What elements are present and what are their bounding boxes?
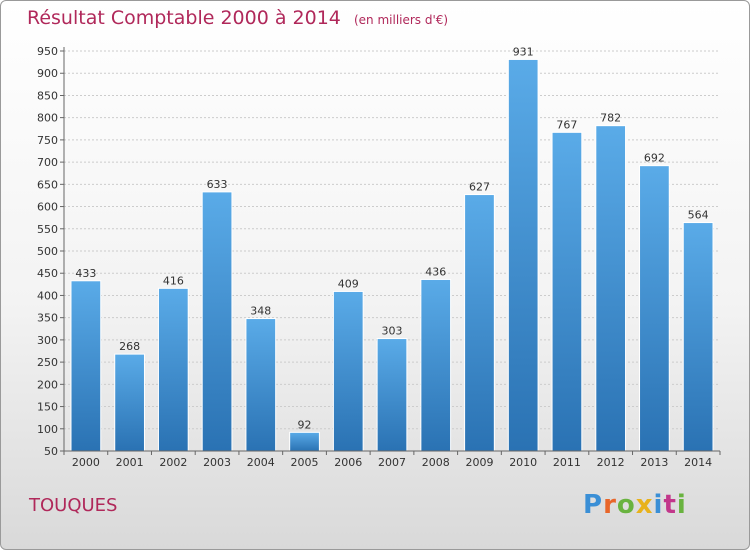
x-tick-label: 2002 (159, 456, 187, 469)
x-tick-label: 2003 (203, 456, 231, 469)
commune-name: TOUQUES (29, 495, 118, 516)
bar-value-label: 268 (119, 340, 140, 353)
y-tick-label: 400 (37, 289, 58, 302)
bar[interactable] (114, 353, 145, 452)
bar[interactable] (332, 290, 364, 452)
bar[interactable] (464, 194, 495, 452)
x-axis: 2000 2001 2002 2003 2004 2005 2006 2007 2008 2009… (63, 450, 721, 469)
x-tick-label: 2007 (378, 456, 406, 469)
x-tick-label: 2001 (116, 456, 144, 469)
logo-letter: o (616, 490, 636, 520)
bar[interactable] (420, 278, 452, 452)
y-tick-label: 250 (37, 356, 58, 369)
title-row: Résultat Comptable 2000 à 2014 (en milli… (27, 7, 448, 29)
x-tick-label: 2005 (291, 456, 319, 469)
x-tick-label: 2014 (684, 456, 712, 469)
bar-value-label: 348 (250, 305, 271, 318)
bar[interactable] (70, 280, 102, 452)
bar[interactable] (551, 131, 583, 452)
y-tick-label: 900 (37, 67, 58, 80)
x-tick-label: 2010 (509, 456, 537, 469)
y-tick-label: 300 (37, 334, 58, 347)
y-tick-label: 150 (37, 401, 58, 414)
logo-letter: x (635, 490, 654, 520)
x-tick-label: 2006 (334, 456, 362, 469)
bar-value-label: 416 (163, 274, 184, 287)
x-tick-label: 2000 (72, 456, 100, 469)
proxiti-logo[interactable]: Proxiti (583, 490, 687, 520)
bars (70, 58, 714, 452)
bar-value-label: 633 (207, 178, 228, 191)
bar[interactable] (682, 222, 714, 452)
y-tick-label: 950 (37, 45, 58, 58)
bar[interactable] (507, 58, 539, 452)
bar-value-label: 436 (425, 265, 446, 278)
bar-value-label: 782 (600, 112, 621, 125)
x-tick-label: 2009 (465, 456, 493, 469)
y-tick-label: 50 (44, 445, 58, 458)
logo-letter: r (603, 490, 617, 520)
y-tick-label: 800 (37, 112, 58, 125)
x-tick-label: 2012 (597, 456, 625, 469)
logo-letter: i (653, 490, 664, 520)
y-tick-label: 700 (37, 156, 58, 169)
bar-value-label: 931 (513, 45, 534, 58)
y-tick-label: 550 (37, 223, 58, 236)
bar[interactable] (639, 165, 670, 452)
x-tick-label: 2008 (422, 456, 450, 469)
bar[interactable] (595, 125, 627, 452)
bar-value-label: 409 (338, 277, 359, 290)
y-tick-label: 650 (37, 178, 58, 191)
logo-letter: i (676, 490, 687, 520)
chart-subtitle: (en milliers d'€) (353, 13, 449, 27)
y-tick-label: 100 (37, 423, 58, 436)
value-labels: 433 268 416 633 348 92 409 303 436 627 931 767 782 69… (75, 45, 708, 431)
bar-value-label: 564 (688, 209, 709, 222)
chart-title: Résultat Comptable 2000 à 2014 (27, 7, 341, 29)
y-tick-label: 750 (37, 134, 58, 147)
bar-value-label: 92 (298, 418, 312, 431)
bar[interactable] (289, 431, 320, 452)
bar-value-label: 303 (382, 325, 403, 338)
bar-value-label: 767 (556, 118, 577, 131)
y-axis: 50 100 150 200 250 300 350 400 450 500 550 600 650 70… (37, 45, 65, 458)
bar[interactable] (201, 191, 233, 452)
x-tick-label: 2004 (247, 456, 275, 469)
bar[interactable] (376, 338, 408, 452)
bar-value-label: 627 (469, 181, 490, 194)
bar-value-label: 692 (644, 152, 665, 165)
logo-letter: t (663, 490, 677, 520)
bar[interactable] (245, 318, 277, 452)
y-tick-label: 850 (37, 89, 58, 102)
y-tick-label: 350 (37, 312, 58, 325)
x-tick-label: 2011 (553, 456, 581, 469)
bar[interactable] (157, 287, 189, 452)
y-tick-label: 450 (37, 267, 58, 280)
bar-value-label: 433 (75, 267, 96, 280)
y-tick-label: 600 (37, 201, 58, 214)
logo-letter: P (583, 490, 604, 520)
y-tick-label: 200 (37, 378, 58, 391)
x-tick-label: 2013 (640, 456, 668, 469)
y-tick-label: 500 (37, 245, 58, 258)
